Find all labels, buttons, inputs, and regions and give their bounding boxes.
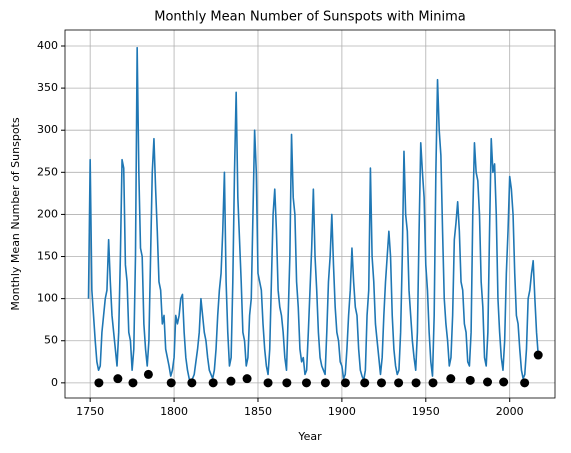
point	[226, 376, 236, 386]
point	[394, 378, 404, 388]
x-tick-label: 1900	[328, 405, 356, 418]
plot-frame	[64, 29, 556, 399]
point	[520, 378, 530, 388]
point	[301, 378, 311, 388]
point	[263, 378, 273, 388]
x-tick-label: 1850	[244, 405, 272, 418]
point	[320, 378, 330, 388]
y-tick-label: 350	[37, 81, 58, 94]
y-tick-label: 150	[37, 250, 58, 263]
x-tick-label: 1750	[76, 405, 104, 418]
point	[533, 350, 543, 360]
y-tick-label: 50	[44, 334, 58, 347]
point	[242, 374, 252, 384]
point	[128, 378, 138, 388]
point	[282, 378, 292, 388]
point	[499, 377, 509, 387]
y-tick-label: 200	[37, 207, 58, 220]
line	[87, 46, 540, 382]
point	[143, 369, 153, 379]
point	[411, 378, 421, 388]
y-tick-label: 100	[37, 292, 58, 305]
point	[113, 374, 123, 384]
y-tick-label: 300	[37, 123, 58, 136]
point	[340, 378, 350, 388]
point	[208, 378, 218, 388]
y-axis-label: Monthly Mean Number of Sunspots	[9, 117, 22, 310]
point	[360, 378, 370, 388]
y-tick-label: 250	[37, 165, 58, 178]
y-tick-label: 0	[51, 376, 58, 389]
point	[376, 378, 386, 388]
x-tick-label: 2000	[496, 405, 524, 418]
point	[446, 374, 456, 384]
point	[187, 378, 197, 388]
point	[465, 375, 475, 385]
x-axis-label: Year	[297, 430, 322, 443]
x-tick-label: 1800	[160, 405, 188, 418]
chart-title: Monthly Mean Number of Sunspots with Min…	[154, 10, 466, 25]
point	[483, 377, 493, 387]
point	[94, 378, 104, 388]
point	[166, 378, 176, 388]
point	[428, 378, 438, 388]
x-tick-label: 1950	[412, 405, 440, 418]
y-tick-label: 400	[37, 39, 58, 52]
